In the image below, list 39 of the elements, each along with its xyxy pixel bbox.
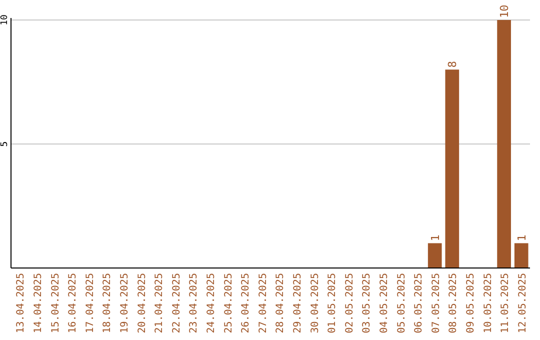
x-tick-label: 18.04.2025 bbox=[102, 273, 114, 334]
x-tick-label: 25.04.2025 bbox=[223, 273, 234, 334]
x-tick-label: 14.04.2025 bbox=[32, 273, 44, 334]
x-tick-label: 16.04.2025 bbox=[68, 273, 79, 334]
x-tick-label: 08.05.2025 bbox=[448, 273, 460, 334]
x-tick-label: 15.04.2025 bbox=[50, 273, 62, 334]
x-tick-label: 02.05.2025 bbox=[344, 273, 356, 334]
data-label: 10 bbox=[498, 4, 512, 18]
x-tick-label: 17.04.2025 bbox=[84, 273, 96, 334]
x-tick-label: 23.04.2025 bbox=[188, 273, 200, 334]
x-tick-label: 27.04.2025 bbox=[258, 273, 269, 334]
data-label: 8 bbox=[446, 60, 460, 68]
data-label: 1 bbox=[515, 234, 528, 242]
x-tick-label: 28.04.2025 bbox=[275, 273, 286, 334]
x-tick-label: 09.05.2025 bbox=[465, 273, 476, 334]
x-tick-label: 01.05.2025 bbox=[327, 273, 338, 334]
x-tick-label: 06.05.2025 bbox=[414, 273, 425, 334]
x-tick-label: 21.04.2025 bbox=[154, 273, 166, 334]
x-tick-label: 19.04.2025 bbox=[119, 273, 130, 334]
x-tick-label: 03.05.2025 bbox=[362, 273, 373, 334]
x-tick-label: 10.05.2025 bbox=[482, 273, 494, 334]
x-tick-label: 11.05.2025 bbox=[500, 273, 512, 334]
x-tick-label: 29.04.2025 bbox=[292, 273, 304, 334]
x-tick-label: 26.04.2025 bbox=[240, 273, 252, 334]
x-tick-label: 05.05.2025 bbox=[396, 273, 408, 334]
bar bbox=[445, 70, 460, 268]
data-label: 1 bbox=[428, 234, 442, 242]
bar bbox=[497, 20, 511, 268]
x-tick-label: 30.04.2025 bbox=[310, 273, 321, 334]
x-tick-label: 24.04.2025 bbox=[206, 273, 217, 334]
x-tick-label: 20.04.2025 bbox=[136, 273, 148, 334]
x-tick-label: 07.05.2025 bbox=[430, 273, 442, 334]
x-tick-label: 22.04.2025 bbox=[171, 273, 182, 334]
x-tick-label: 12.05.2025 bbox=[517, 273, 528, 334]
x-tick-label: 04.05.2025 bbox=[378, 273, 390, 334]
bar bbox=[514, 243, 528, 268]
bar bbox=[428, 243, 442, 268]
x-tick-label: 13.04.2025 bbox=[16, 273, 27, 334]
y-tick-label: 5 bbox=[0, 141, 10, 147]
